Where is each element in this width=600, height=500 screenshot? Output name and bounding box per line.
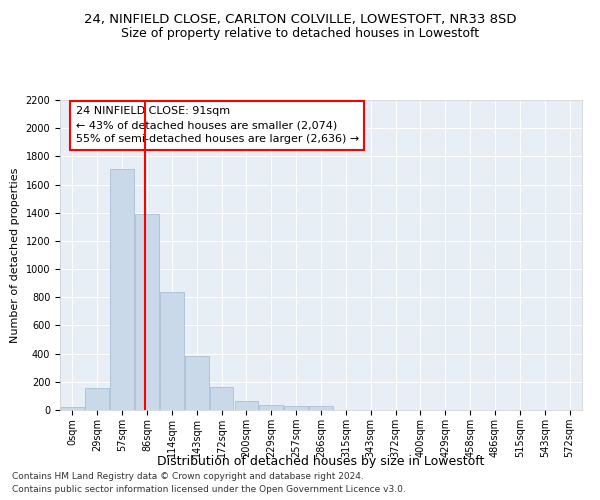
Text: Contains HM Land Registry data © Crown copyright and database right 2024.: Contains HM Land Registry data © Crown c…	[12, 472, 364, 481]
Y-axis label: Number of detached properties: Number of detached properties	[10, 168, 20, 342]
Bar	[85, 388, 109, 410]
Text: Contains public sector information licensed under the Open Government Licence v3: Contains public sector information licen…	[12, 485, 406, 494]
Text: Size of property relative to detached houses in Lowestoft: Size of property relative to detached ho…	[121, 28, 479, 40]
Text: 24, NINFIELD CLOSE, CARLTON COLVILLE, LOWESTOFT, NR33 8SD: 24, NINFIELD CLOSE, CARLTON COLVILLE, LO…	[84, 12, 516, 26]
Text: 24 NINFIELD CLOSE: 91sqm
← 43% of detached houses are smaller (2,074)
55% of sem: 24 NINFIELD CLOSE: 91sqm ← 43% of detach…	[76, 106, 359, 144]
Bar	[235, 401, 258, 410]
Bar	[259, 404, 283, 410]
Bar	[160, 292, 184, 410]
Bar	[135, 214, 159, 410]
Bar	[185, 356, 209, 410]
Bar	[210, 387, 233, 410]
Bar	[61, 407, 84, 410]
Bar	[309, 406, 333, 410]
Text: Distribution of detached houses by size in Lowestoft: Distribution of detached houses by size …	[157, 455, 485, 468]
Bar	[284, 406, 308, 410]
Bar	[110, 169, 134, 410]
